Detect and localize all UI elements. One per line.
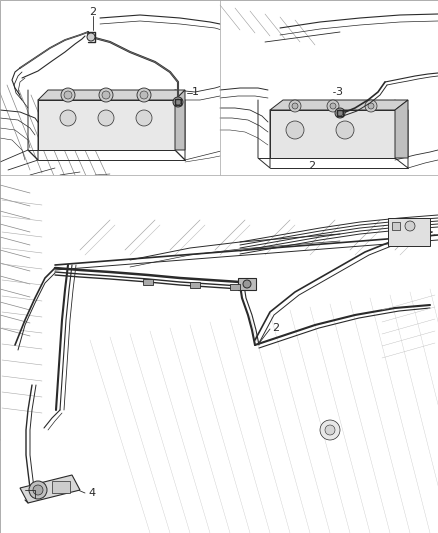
Bar (190, 282, 200, 288)
Text: 2: 2 (89, 7, 96, 17)
Circle shape (243, 280, 251, 288)
Bar (392, 222, 400, 230)
Circle shape (99, 88, 113, 102)
Polygon shape (38, 100, 175, 150)
Polygon shape (195, 310, 290, 345)
Bar (0, 0, 220, 175)
Text: 2: 2 (272, 323, 279, 333)
Bar (230, 284, 240, 290)
Circle shape (33, 485, 43, 495)
Circle shape (365, 100, 377, 112)
Text: 2: 2 (308, 161, 315, 171)
Circle shape (368, 103, 374, 109)
Circle shape (327, 100, 339, 112)
Circle shape (136, 110, 152, 126)
Polygon shape (80, 310, 438, 533)
Polygon shape (380, 285, 438, 375)
Circle shape (61, 88, 75, 102)
Circle shape (140, 91, 148, 99)
Bar (388, 218, 430, 246)
Circle shape (64, 91, 72, 99)
Polygon shape (240, 310, 330, 360)
Polygon shape (20, 475, 80, 503)
Text: 3: 3 (335, 87, 342, 97)
Polygon shape (395, 100, 408, 158)
Polygon shape (175, 90, 185, 150)
Circle shape (137, 88, 151, 102)
Circle shape (60, 110, 76, 126)
Polygon shape (55, 175, 438, 265)
Circle shape (336, 121, 354, 139)
Polygon shape (28, 90, 185, 100)
Bar (143, 279, 153, 285)
Circle shape (289, 100, 301, 112)
Circle shape (175, 99, 181, 105)
Circle shape (330, 103, 336, 109)
Circle shape (292, 103, 298, 109)
Circle shape (29, 481, 47, 499)
Circle shape (87, 33, 95, 41)
Polygon shape (270, 110, 395, 158)
Polygon shape (270, 100, 408, 110)
Bar (220, 0, 438, 175)
Circle shape (325, 425, 335, 435)
Circle shape (173, 97, 183, 107)
Polygon shape (258, 100, 408, 110)
Text: 4: 4 (88, 488, 95, 498)
Circle shape (335, 108, 345, 118)
Circle shape (286, 121, 304, 139)
Circle shape (337, 110, 343, 116)
Circle shape (102, 91, 110, 99)
Bar (52, 481, 70, 493)
Circle shape (320, 420, 340, 440)
Polygon shape (0, 180, 55, 440)
Circle shape (98, 110, 114, 126)
Bar (0, 175, 438, 533)
Polygon shape (38, 90, 185, 100)
Circle shape (405, 221, 415, 231)
Bar (238, 278, 256, 290)
Text: 1: 1 (192, 87, 199, 97)
